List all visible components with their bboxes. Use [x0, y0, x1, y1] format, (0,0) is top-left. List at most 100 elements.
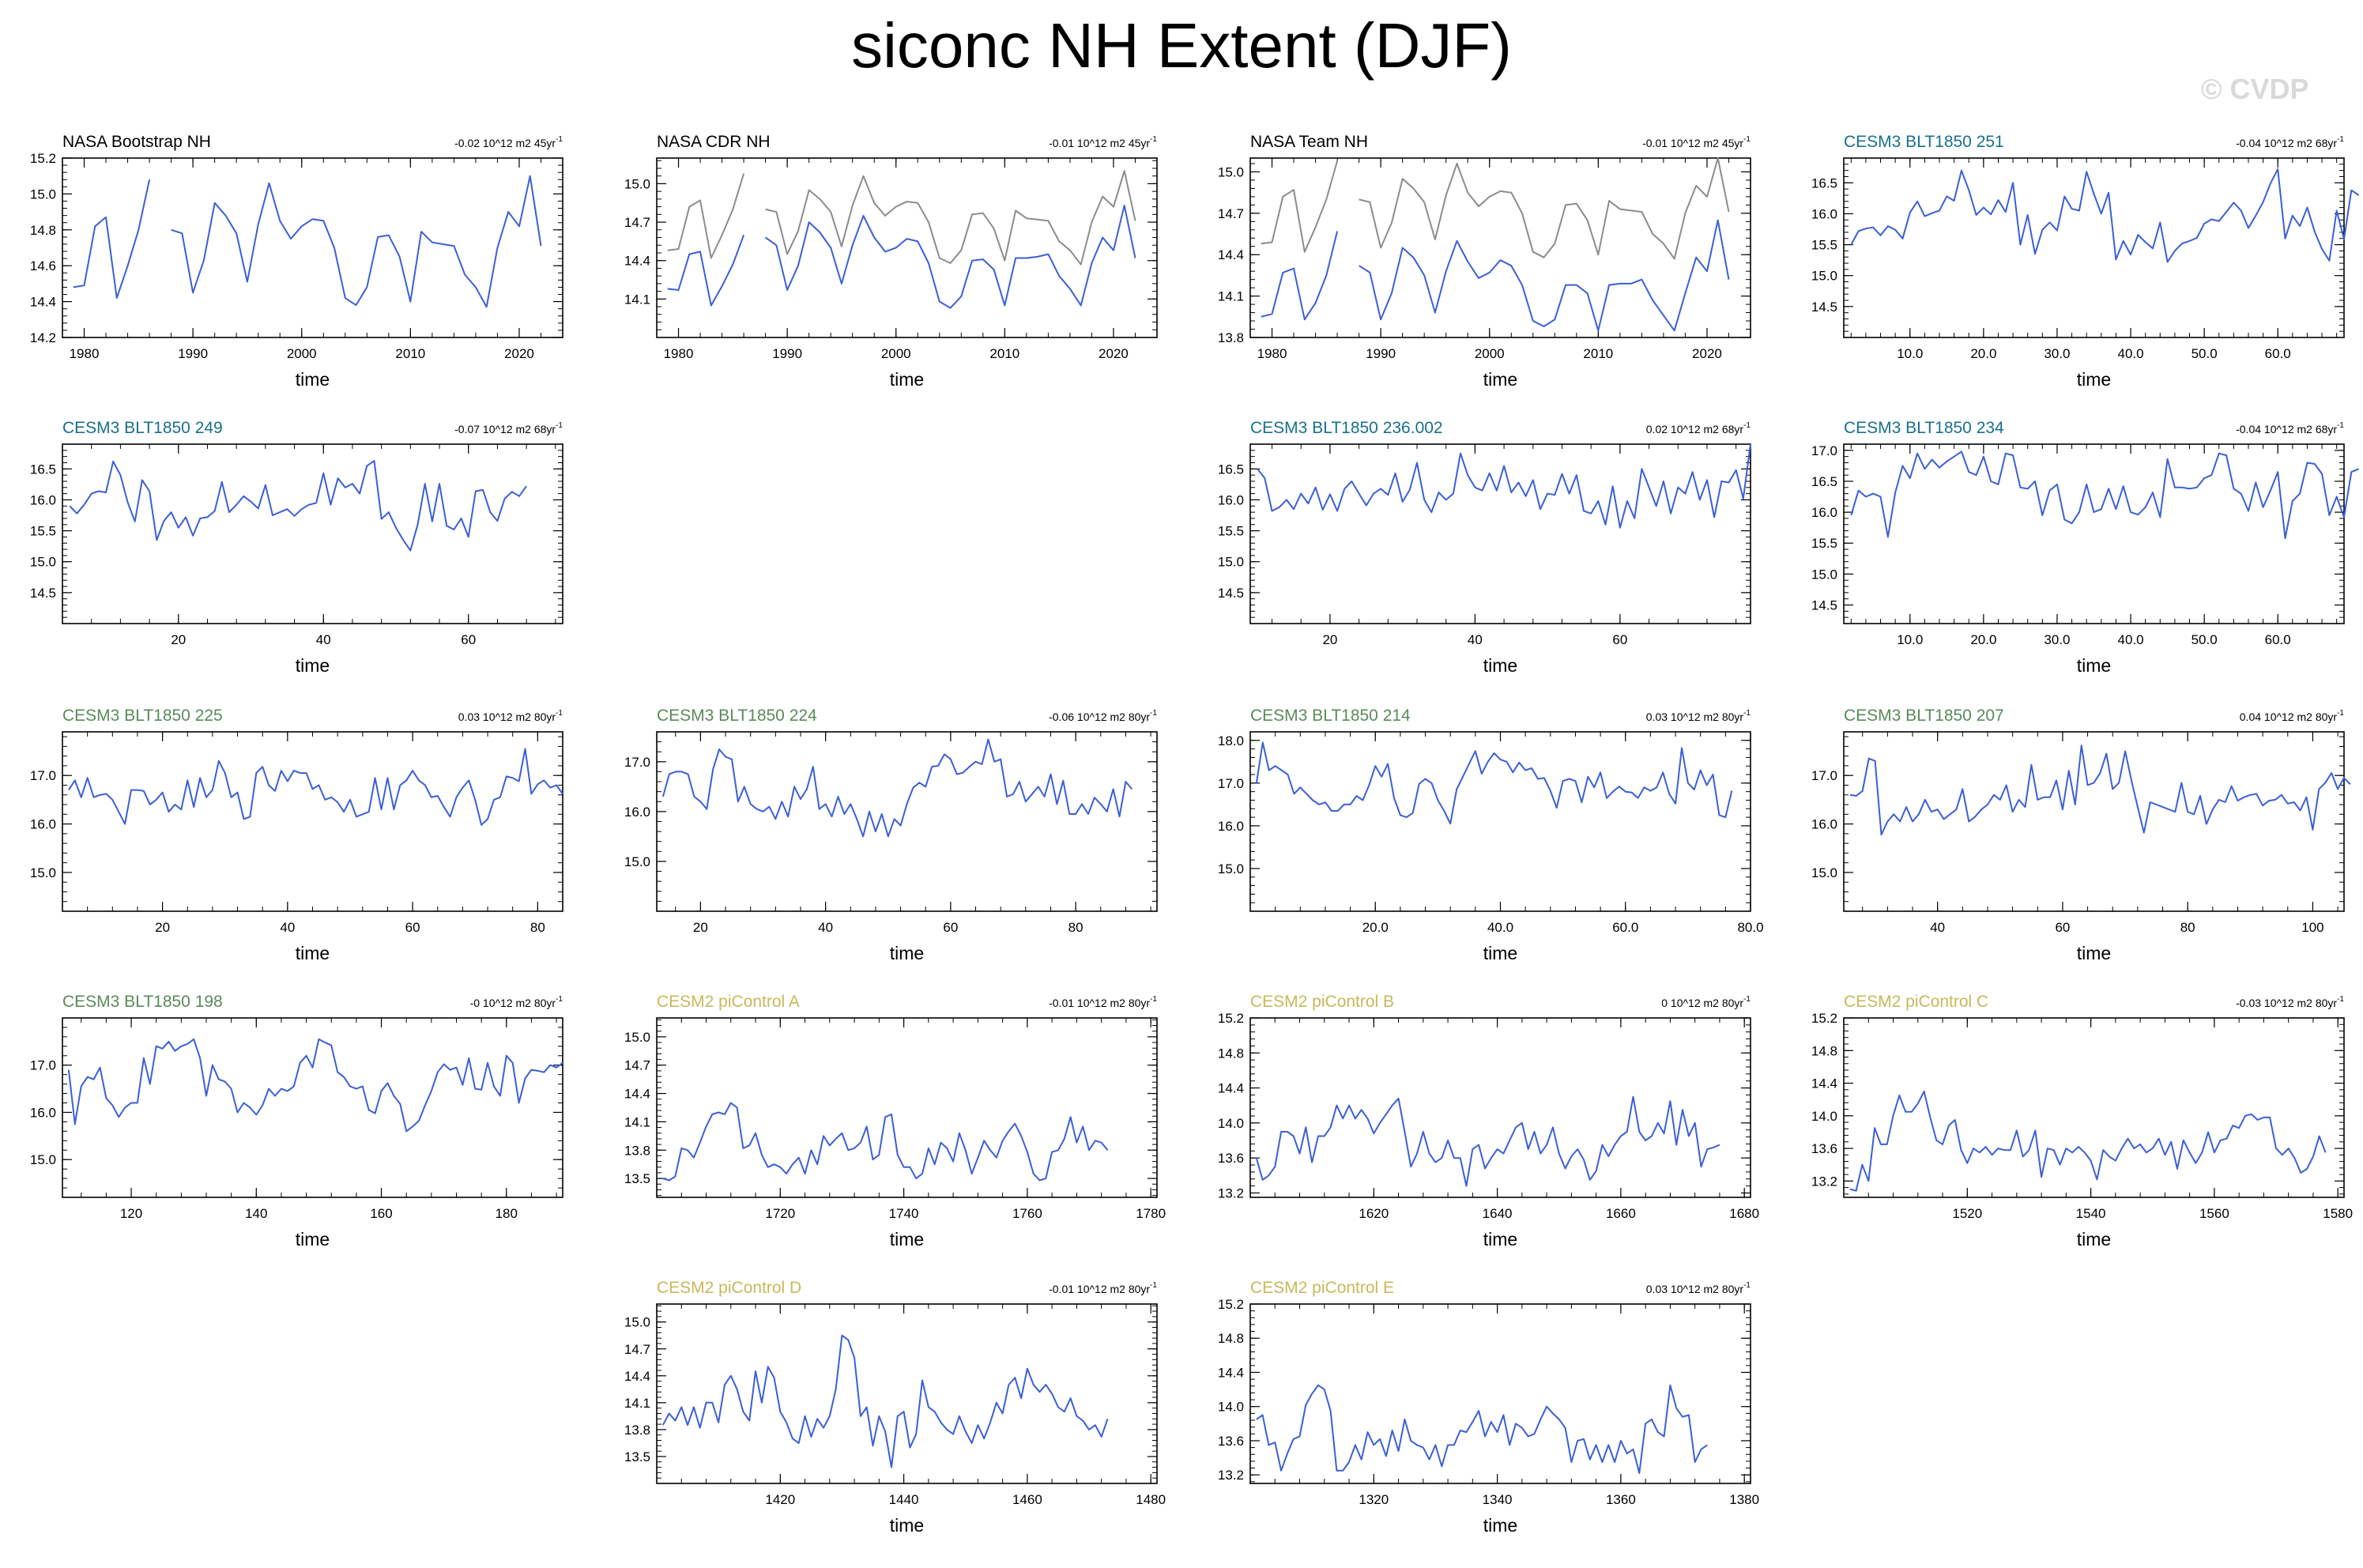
y-tick-label: 15.5: [1218, 524, 1244, 539]
x-axis-label: time: [890, 943, 924, 963]
trend-superscript: -1: [1150, 1281, 1157, 1290]
x-tick-label: 10.0: [1897, 346, 1923, 361]
y-tick-label: 14.7: [624, 215, 650, 230]
series-line: [1255, 741, 1733, 825]
x-tick-label: 1520: [1952, 1206, 1982, 1221]
panel-title: NASA Bootstrap NH: [62, 133, 211, 151]
x-tick-label: 2000: [881, 346, 911, 361]
x-tick-label: 40.0: [2117, 346, 2143, 361]
y-tick-label: 14.1: [624, 1396, 650, 1411]
x-axis-label: time: [296, 1229, 330, 1250]
x-tick-label: 20: [693, 920, 708, 935]
chart-panel: CESM2 piControl B 0 10^12 m2 80yr-1 13.2 13…: [1218, 993, 1759, 1250]
y-tick-label: 14.4: [1218, 1365, 1244, 1380]
y-tick-label: 15.2: [1811, 1011, 1837, 1026]
series-line: [67, 1038, 563, 1133]
y-tick-label: 13.5: [624, 1449, 650, 1464]
panel-trend: 0.02 10^12 m2 68yr-1: [1646, 421, 1751, 435]
plot-frame: [1249, 1017, 1751, 1198]
x-tick-label: 60: [943, 920, 958, 935]
trend-superscript: -1: [1743, 135, 1751, 144]
series-line: [1255, 1095, 1720, 1187]
panel-title: CESM2 piControl D: [657, 1279, 801, 1297]
y-tick-label: 15.5: [30, 524, 56, 539]
x-tick-label: 40.0: [1487, 920, 1513, 935]
panel-trend: -0.01 10^12 m2 80yr-1: [1049, 995, 1157, 1009]
x-tick-label: 40: [280, 920, 295, 935]
chart-panel: CESM3 BLT1850 198 -0 10^12 m2 80yr-1 15.0 1…: [30, 993, 563, 1250]
x-tick-label: 20: [171, 632, 186, 647]
x-axis-label: time: [2077, 655, 2111, 676]
plot-frame: [62, 443, 563, 624]
chart-panel: CESM3 BLT1850 225 0.03 10^12 m2 80yr-1 15.…: [30, 707, 563, 963]
chart-panel: CESM2 piControl E 0.03 10^12 m2 80yr-1 13.…: [1218, 1279, 1759, 1536]
y-tick-label: 18.0: [1218, 733, 1244, 748]
y-tick-label: 14.4: [624, 1369, 650, 1384]
x-tick-label: 2000: [287, 346, 317, 361]
y-tick-label: 13.6: [1811, 1141, 1837, 1156]
cvdp-watermark: © CVDP: [2201, 73, 2309, 105]
x-axis-label: time: [296, 369, 330, 390]
trend-superscript: -1: [1150, 995, 1157, 1004]
x-tick-label: 1540: [2076, 1206, 2106, 1221]
panel-title: CESM2 piControl B: [1250, 993, 1394, 1011]
panel-trend: -0.01 10^12 m2 45yr-1: [1049, 135, 1157, 149]
x-tick-label: 60.0: [2265, 632, 2291, 647]
y-tick-label: 16.0: [30, 817, 56, 832]
series-line: [1850, 168, 2360, 263]
x-axis-label: time: [2077, 1229, 2111, 1250]
x-tick-label: 1980: [664, 346, 694, 361]
y-tick-label: 13.8: [1218, 330, 1244, 345]
x-tick-label: 1560: [2199, 1206, 2229, 1221]
y-tick-label: 15.0: [30, 865, 56, 880]
x-tick-label: 1360: [1606, 1492, 1636, 1507]
panel-title: CESM3 BLT1850 225: [62, 707, 223, 725]
panel-trend: 0.03 10^12 m2 80yr-1: [1646, 1281, 1751, 1295]
y-tick-label: 14.0: [1218, 1400, 1244, 1415]
panel-trend: -0.01 10^12 m2 80yr-1: [1049, 1281, 1157, 1295]
x-tick-label: 40: [818, 920, 833, 935]
x-axis-label: time: [1483, 369, 1517, 390]
x-tick-label: 1320: [1359, 1492, 1389, 1507]
y-tick-label: 14.4: [1218, 1081, 1244, 1096]
x-tick-label: 20.0: [1970, 346, 1996, 361]
x-tick-label: 1640: [1483, 1206, 1513, 1221]
x-tick-label: 1990: [178, 346, 208, 361]
trend-superscript: -1: [1743, 1281, 1751, 1290]
trend-superscript: -1: [556, 421, 563, 430]
y-tick-label: 14.5: [1811, 300, 1837, 315]
y-tick-label: 15.0: [30, 1152, 56, 1167]
y-tick-label: 16.5: [1811, 474, 1837, 489]
y-tick-label: 16.5: [30, 462, 56, 477]
y-tick-label: 17.0: [30, 768, 56, 783]
x-tick-label: 1340: [1483, 1492, 1513, 1507]
y-tick-label: 15.0: [624, 176, 650, 191]
series-line: [1849, 744, 2351, 836]
y-tick-label: 14.1: [624, 1114, 650, 1129]
panel-title: CESM2 piControl E: [1250, 1279, 1394, 1297]
y-tick-label: 14.8: [1218, 1331, 1244, 1346]
x-tick-label: 2020: [1099, 346, 1129, 361]
y-tick-label: 17.0: [1811, 768, 1837, 783]
x-axis-label: time: [1483, 943, 1517, 963]
y-tick-label: 16.0: [1811, 817, 1837, 832]
plot-frame: [1843, 731, 2345, 912]
y-tick-label: 15.0: [624, 854, 650, 869]
plot-frame: [656, 157, 1158, 338]
x-tick-label: 10.0: [1897, 632, 1923, 647]
panel-trend: -0.01 10^12 m2 45yr-1: [1642, 135, 1751, 149]
panel-trend: -0.07 10^12 m2 68yr-1: [454, 421, 563, 435]
x-tick-label: 1480: [1136, 1492, 1166, 1507]
plot-frame: [1843, 157, 2345, 338]
plot-frame: [656, 1017, 1158, 1198]
series-line: [1256, 1384, 1708, 1474]
y-tick-label: 14.6: [30, 258, 56, 273]
x-tick-label: 2010: [395, 346, 425, 361]
panel-trend: -0.04 10^12 m2 68yr-1: [2236, 135, 2344, 149]
chart-panel: NASA CDR NH -0.01 10^12 m2 45yr-1 14.1 14.4…: [624, 133, 1158, 390]
x-tick-label: 50.0: [2192, 632, 2218, 647]
panel-title: CESM3 BLT1850 251: [1844, 133, 2004, 151]
y-tick-label: 14.0: [1218, 1116, 1244, 1131]
series-line: [73, 175, 542, 308]
trend-superscript: -1: [1150, 135, 1157, 144]
